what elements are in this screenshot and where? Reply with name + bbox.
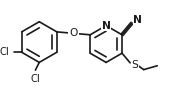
Text: S: S <box>131 60 138 70</box>
Text: Cl: Cl <box>0 47 9 57</box>
Text: N: N <box>133 15 142 25</box>
Text: N: N <box>102 21 110 31</box>
Text: O: O <box>69 28 78 38</box>
Text: Cl: Cl <box>30 74 40 84</box>
